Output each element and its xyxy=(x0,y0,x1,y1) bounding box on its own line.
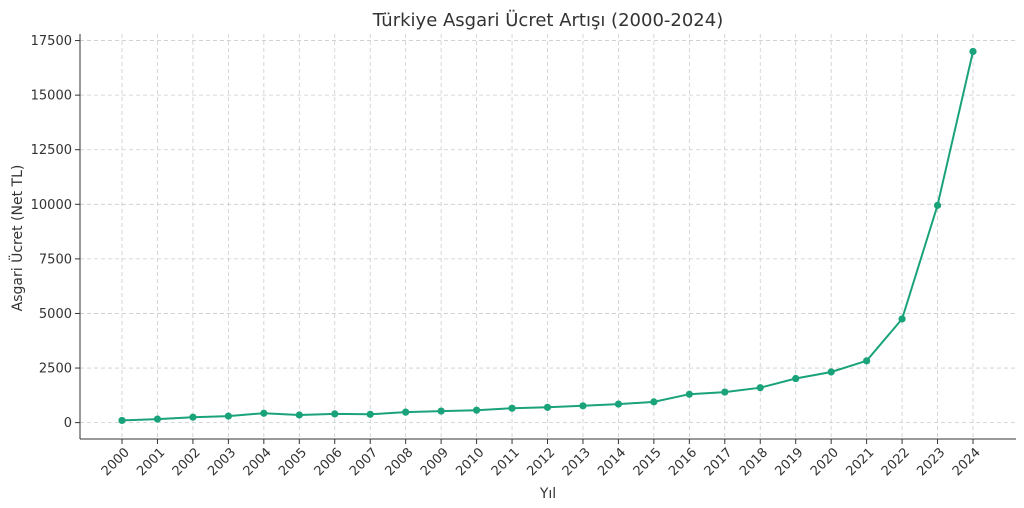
data-point xyxy=(508,404,516,412)
x-tick-label: 2014 xyxy=(595,445,629,479)
x-tick-label: 2002 xyxy=(170,445,204,479)
x-tick-label: 2008 xyxy=(382,445,416,479)
data-point xyxy=(898,315,906,323)
x-tick-label: 2004 xyxy=(241,445,275,479)
x-tick-label: 2012 xyxy=(524,445,558,479)
x-tick-label: 2006 xyxy=(312,445,346,479)
x-tick-label: 2023 xyxy=(914,445,948,479)
x-tick-label: 2000 xyxy=(99,445,133,479)
data-point xyxy=(224,412,232,420)
x-tick-label: 2019 xyxy=(773,445,807,479)
x-tick-label: 2009 xyxy=(418,445,452,479)
x-axis-label: Yıl xyxy=(539,486,556,502)
y-tick-label: 2500 xyxy=(39,362,72,377)
x-tick-label: 2020 xyxy=(808,445,842,479)
y-tick-label: 12500 xyxy=(31,143,72,158)
data-point xyxy=(402,408,410,416)
data-point xyxy=(260,409,268,417)
data-point xyxy=(153,415,162,423)
chart-title: Türkiye Asgari Ücret Artışı (2000-2024) xyxy=(372,9,723,31)
x-tick-label: 2013 xyxy=(560,445,594,479)
y-axis-ticks: 0 2500 5000 7500 10000 12500 15000 17500 xyxy=(31,34,80,431)
data-point xyxy=(437,407,445,415)
y-axis-label: Asgari Ücret (Net TL) xyxy=(8,165,26,312)
data-point xyxy=(650,398,658,406)
data-point xyxy=(827,368,835,376)
y-tick-label: 17500 xyxy=(31,34,72,49)
y-tick-label: 10000 xyxy=(31,198,72,213)
data-point xyxy=(933,201,942,209)
x-tick-label: 2010 xyxy=(453,445,487,479)
x-tick-label: 2017 xyxy=(702,445,736,479)
x-tick-label: 2007 xyxy=(347,445,381,479)
data-point xyxy=(579,402,587,410)
y-tick-label: 7500 xyxy=(39,252,72,267)
x-tick-label: 2022 xyxy=(879,445,913,479)
x-tick-label: 2011 xyxy=(489,445,523,479)
data-point xyxy=(969,47,977,56)
data-point xyxy=(295,411,303,419)
x-tick-label: 2001 xyxy=(134,445,168,479)
x-tick-label: 2018 xyxy=(737,445,771,479)
data-point xyxy=(721,388,729,396)
data-point xyxy=(614,400,623,408)
y-tick-label: 15000 xyxy=(31,89,72,104)
data-point xyxy=(189,413,197,421)
data-point xyxy=(792,374,800,383)
data-point xyxy=(685,390,693,398)
x-tick-label: 2024 xyxy=(950,445,984,479)
data-point xyxy=(118,416,126,425)
grid xyxy=(80,34,1016,439)
y-tick-label: 0 xyxy=(64,416,72,431)
data-point xyxy=(331,410,339,418)
x-tick-label: 2016 xyxy=(666,445,700,479)
data-point xyxy=(366,410,374,418)
x-axis-ticks: 2000 2001 2002 2003 2004 2005 2006 2007 2008 2009… xyxy=(99,439,984,479)
data-point xyxy=(756,384,764,392)
series xyxy=(118,47,977,425)
data-point xyxy=(472,406,481,414)
x-tick-label: 2003 xyxy=(205,445,239,479)
x-tick-label: 2015 xyxy=(631,445,665,479)
data-point xyxy=(543,403,552,411)
y-tick-label: 5000 xyxy=(39,307,72,322)
data-point xyxy=(863,357,871,365)
x-tick-label: 2005 xyxy=(276,445,310,479)
x-tick-label: 2021 xyxy=(843,445,877,479)
